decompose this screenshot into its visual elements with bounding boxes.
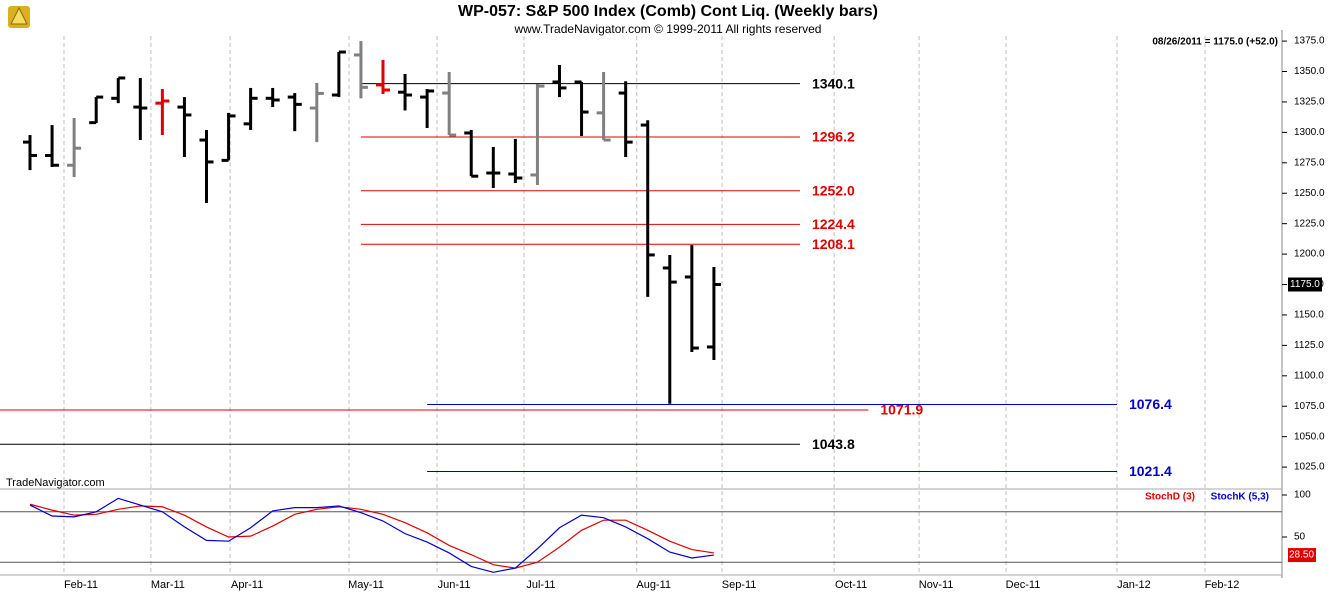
header-note: 08/26/2011 = 1175.0 (+52.0) bbox=[1152, 37, 1278, 48]
level-label: 1340.1 bbox=[812, 75, 855, 91]
y-tick-label: 1300.0 bbox=[1294, 127, 1325, 138]
y-tick-label: 1200.0 bbox=[1294, 249, 1325, 260]
x-tick-label: Jul-11 bbox=[526, 579, 555, 591]
watermark: TradeNavigator.com bbox=[6, 477, 105, 489]
x-tick-label: Dec-11 bbox=[1006, 579, 1041, 591]
level-label: 1071.9 bbox=[880, 402, 923, 418]
x-tick-label: Jan-12 bbox=[1117, 579, 1151, 591]
x-tick-label: Oct-11 bbox=[835, 579, 867, 591]
chart-title: WP-057: S&P 500 Index (Comb) Cont Liq. (… bbox=[458, 3, 878, 20]
legend-entry: StochD (3) bbox=[1145, 492, 1195, 503]
level-label: 1076.4 bbox=[1129, 396, 1172, 412]
level-label: 1296.2 bbox=[812, 129, 855, 145]
current-value-label: 28.50 bbox=[1289, 550, 1314, 561]
x-tick-label: Aug-11 bbox=[636, 579, 671, 591]
y-tick-label: 1075.0 bbox=[1294, 401, 1325, 412]
x-tick-label: Mar-11 bbox=[151, 579, 185, 591]
x-tick-label: Feb-12 bbox=[1205, 579, 1240, 591]
legend-entry: StochK (5,3) bbox=[1211, 492, 1269, 503]
y-tick-label: 1350.0 bbox=[1294, 66, 1325, 77]
stoch-line bbox=[29, 497, 714, 573]
x-tick-label: Sep-11 bbox=[722, 579, 757, 591]
y-tick-label: 1375.0 bbox=[1294, 36, 1325, 47]
y-tick-label: 1025.0 bbox=[1294, 462, 1325, 473]
last-price-label: 1175.0 bbox=[1290, 279, 1320, 290]
level-label: 1021.4 bbox=[1129, 463, 1172, 479]
level-label: 1252.0 bbox=[812, 182, 855, 198]
y-tick-label: 100 bbox=[1294, 490, 1311, 501]
y-tick-label: 1325.0 bbox=[1294, 97, 1325, 108]
level-label: 1208.1 bbox=[812, 236, 855, 252]
x-tick-label: Feb-11 bbox=[64, 579, 98, 591]
x-tick-label: May-11 bbox=[348, 579, 384, 591]
x-tick-label: Apr-11 bbox=[231, 579, 263, 591]
y-tick-label: 1225.0 bbox=[1294, 218, 1325, 229]
y-tick-label: 1150.0 bbox=[1294, 310, 1324, 321]
logo bbox=[8, 6, 30, 28]
y-tick-label: 1275.0 bbox=[1294, 157, 1325, 168]
y-tick-label: 50 bbox=[1294, 532, 1306, 543]
current-value-box bbox=[1288, 548, 1316, 563]
y-tick-label: 1250.0 bbox=[1294, 188, 1325, 199]
last-price-box bbox=[1288, 277, 1322, 292]
y-tick-label: 1050.0 bbox=[1294, 431, 1325, 442]
y-tick-label: 1100.0 bbox=[1294, 370, 1324, 381]
level-label: 1224.4 bbox=[812, 216, 855, 232]
chart-subtitle: www.TradeNavigator.com © 1999-2011 All r… bbox=[514, 22, 822, 36]
y-tick-label: 1125.0 bbox=[1294, 340, 1324, 351]
level-label: 1043.8 bbox=[812, 436, 855, 452]
x-tick-label: Jun-11 bbox=[438, 579, 471, 591]
x-tick-label: Nov-11 bbox=[919, 579, 954, 591]
